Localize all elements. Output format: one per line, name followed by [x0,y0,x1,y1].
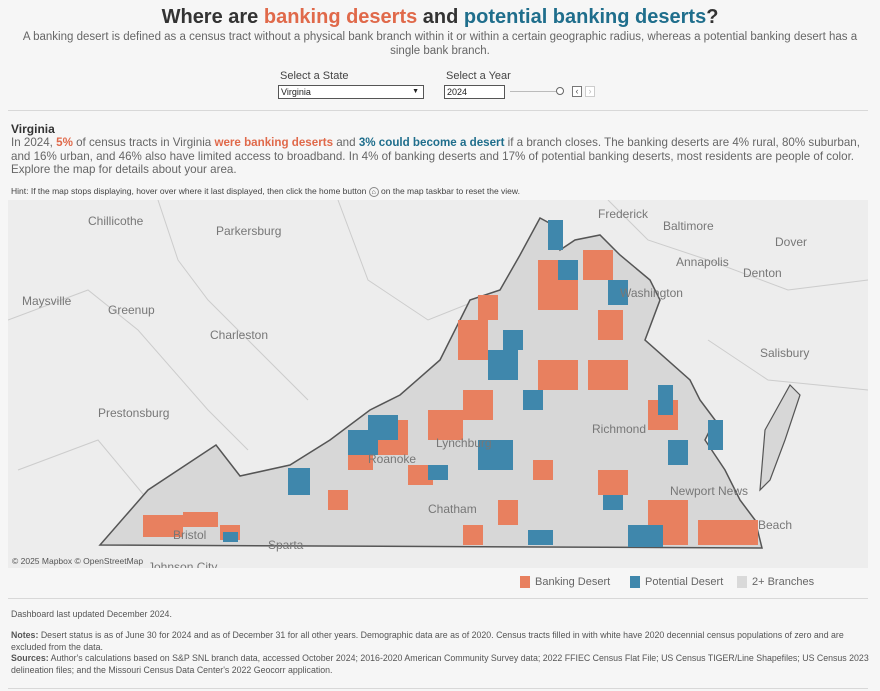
city-label: Annapolis [676,255,729,269]
state-value: Virginia [281,87,311,97]
city-label: Sparta [268,538,304,552]
map-canvas [8,200,868,549]
map[interactable]: Chillicothe Parkersburg Frederick Baltim… [8,200,868,568]
last-updated: Dashboard last updated December 2024. [11,609,172,619]
next-year-button[interactable]: › [585,86,595,97]
city-label: Roanoke [368,452,417,466]
legend-two-plus-branches: 2+ Branches [737,576,814,588]
city-label: Chillicothe [88,214,144,228]
legend-banking-desert: Banking Desert [520,576,610,588]
city-label: Maysville [22,294,72,308]
legend-swatch [520,576,530,588]
year-input[interactable]: 2024 [444,85,505,99]
notes: Notes: Desert status is as of June 30 fo… [11,630,869,675]
legend-swatch [737,576,747,588]
legend-potential-desert: Potential Desert [630,576,723,588]
city-label: Charleston [210,328,269,342]
chevron-down-icon: ▼ [412,88,419,95]
divider [8,598,868,599]
city-label: Newport News [670,484,749,498]
map-attribution[interactable]: © 2025 Mapbox © OpenStreetMap [12,556,144,566]
hint-text: Hint: If the map stops displaying, hover… [11,186,520,197]
home-icon: ⌂ [368,186,379,197]
divider [8,110,868,111]
state-select[interactable]: Virginia ▼ [278,85,424,99]
city-label: Parkersburg [216,224,282,238]
city-label: Dover [775,235,808,249]
city-label: Johnson City [148,560,218,568]
state-label: Select a State [280,70,349,82]
city-label: Chatham [428,502,477,516]
divider [8,688,868,689]
legend-swatch [630,576,640,588]
city-label: Washington [620,286,683,300]
city-label: Richmond [592,422,647,436]
city-label: Frederick [598,207,649,221]
eastern-shore [759,384,801,492]
city-label: Beach [758,518,793,532]
city-label: Salisbury [760,346,810,360]
year-label: Select a Year [446,70,511,82]
city-label: Bristol [173,528,207,542]
city-label: Denton [743,266,782,280]
state-heading: Virginia [11,122,55,136]
year-slider-track[interactable] [510,91,556,92]
city-label: Greenup [108,303,155,317]
year-slider-handle[interactable] [556,87,564,95]
city-label: Baltimore [663,219,714,233]
virginia-outline [98,216,763,549]
city-label: Prestonsburg [98,406,170,420]
summary-text: In 2024, 5% of census tracts in Virginia… [11,136,860,176]
page-title: Where are banking deserts and potential … [161,6,719,28]
prev-year-button[interactable]: ‹ [572,86,582,97]
city-label: Lynchburg [436,436,492,450]
subtitle: A banking desert is defined as a census … [22,31,858,57]
